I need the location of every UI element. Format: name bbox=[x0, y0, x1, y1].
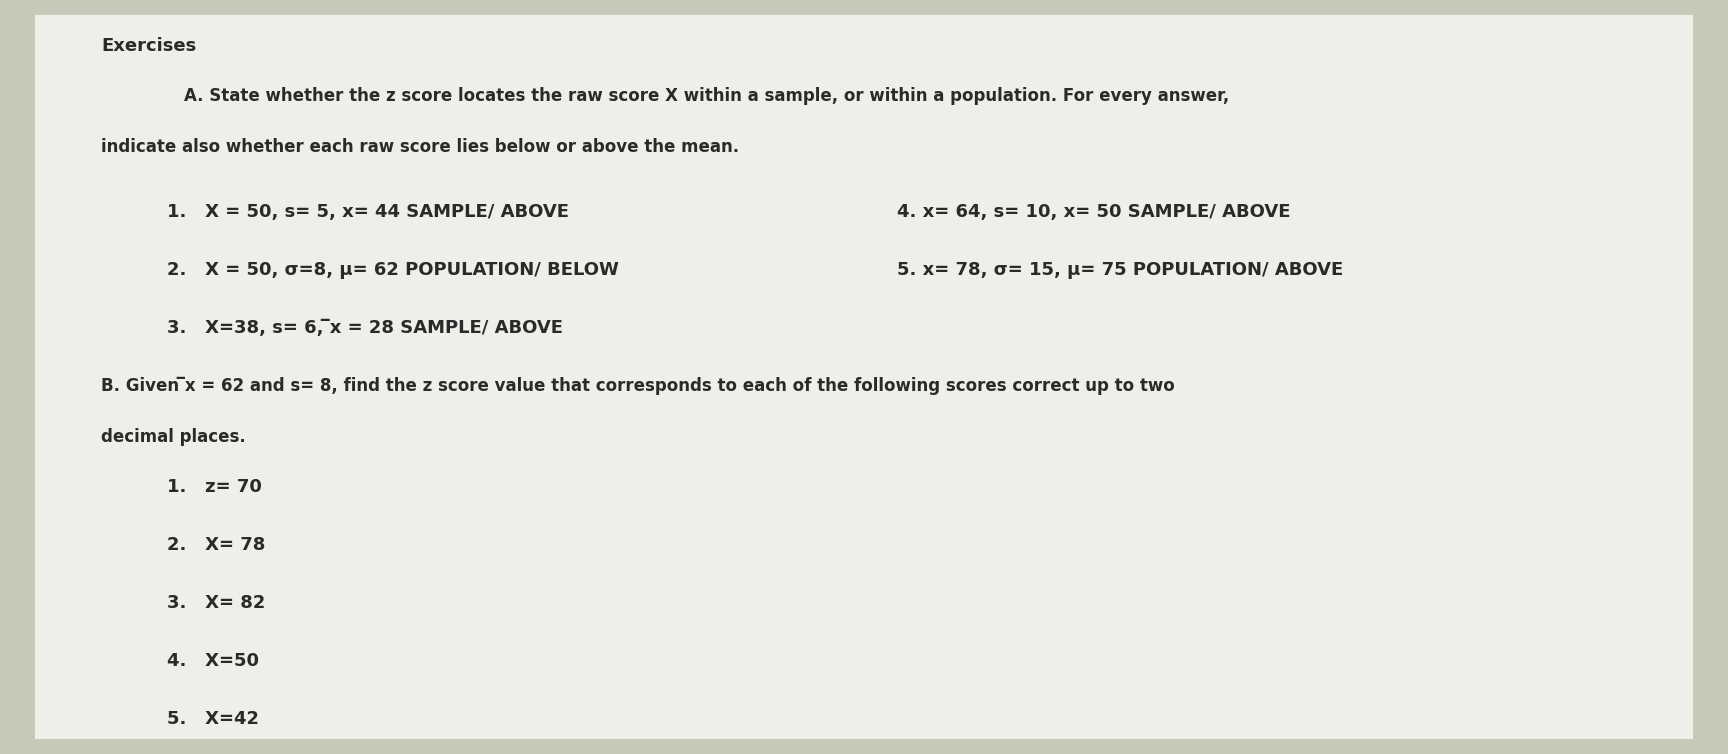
Text: Exercises: Exercises bbox=[100, 37, 197, 55]
Text: decimal places.: decimal places. bbox=[100, 428, 245, 446]
Text: 4.   X=50: 4. X=50 bbox=[168, 652, 259, 670]
Text: 4. x= 64, s= 10, x= 50 SAMPLE/ ABOVE: 4. x= 64, s= 10, x= 50 SAMPLE/ ABOVE bbox=[897, 204, 1291, 221]
FancyBboxPatch shape bbox=[35, 15, 1693, 739]
Text: 3.   X= 82: 3. X= 82 bbox=[168, 594, 266, 612]
Text: indicate also whether each raw score lies below or above the mean.: indicate also whether each raw score lie… bbox=[100, 138, 740, 156]
Text: 2.   X = 50, σ=8, μ= 62 POPULATION/ BELOW: 2. X = 50, σ=8, μ= 62 POPULATION/ BELOW bbox=[168, 261, 619, 279]
Text: 1.   X = 50, s= 5, x= 44 SAMPLE/ ABOVE: 1. X = 50, s= 5, x= 44 SAMPLE/ ABOVE bbox=[168, 204, 569, 221]
Text: 1.   z= 70: 1. z= 70 bbox=[168, 478, 263, 496]
Text: 5.   X=42: 5. X=42 bbox=[168, 710, 259, 728]
Text: 5. x= 78, σ= 15, μ= 75 POPULATION/ ABOVE: 5. x= 78, σ= 15, μ= 75 POPULATION/ ABOVE bbox=[897, 261, 1343, 279]
Text: 2.   X= 78: 2. X= 78 bbox=[168, 536, 266, 554]
Text: 3.   X=38, s= 6, ̅x = 28 SAMPLE/ ABOVE: 3. X=38, s= 6, ̅x = 28 SAMPLE/ ABOVE bbox=[168, 319, 563, 337]
Text: A. State whether the z score locates the raw score X within a sample, or within : A. State whether the z score locates the… bbox=[183, 87, 1229, 106]
Text: B. Given ̅x = 62 and s= 8, find the z score value that corresponds to each of th: B. Given ̅x = 62 and s= 8, find the z sc… bbox=[100, 377, 1175, 395]
